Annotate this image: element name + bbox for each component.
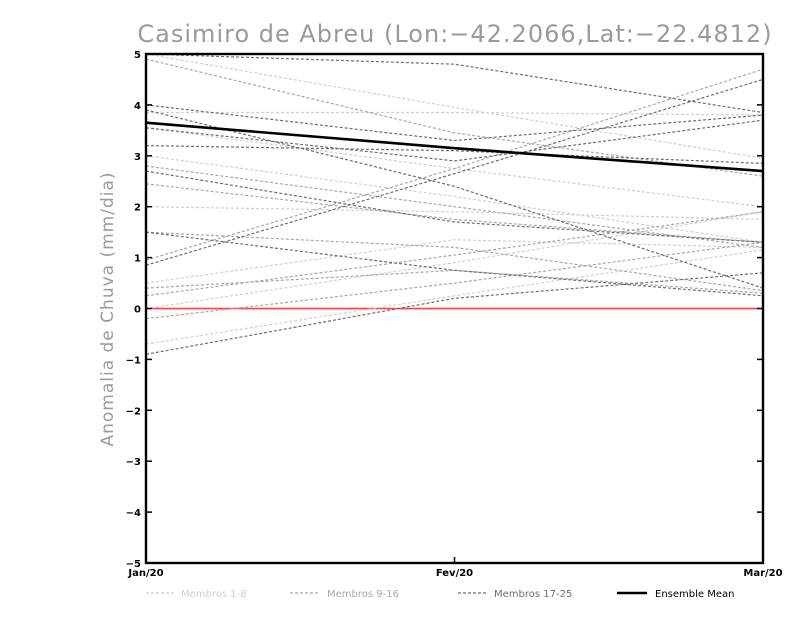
series-line-group-3-member-4 <box>146 78 763 266</box>
series-line-group-1-member-1 <box>146 54 763 159</box>
legend-label-3: Membros 17-25 <box>494 589 572 600</box>
series-line-group-1-member-6 <box>146 211 763 310</box>
series-line-group-2-member-2 <box>146 183 763 243</box>
y-tick-label: −5 <box>126 559 141 570</box>
legend-label-4: Ensemble Mean <box>655 589 734 600</box>
series-line-group-3-member-8 <box>146 170 763 243</box>
series-line-group-1-member-3 <box>146 155 763 243</box>
series-line-group-2-member-3 <box>146 68 763 261</box>
x-tick-label: Jan/20 <box>127 568 163 579</box>
legend-label-1: Membros 1-8 <box>181 589 247 600</box>
y-tick-label: −3 <box>126 457 141 468</box>
series-line-group-1-member-4 <box>146 239 763 284</box>
series-line-group-3-member-1 <box>146 104 763 142</box>
plot-area <box>146 54 763 355</box>
series-line-group-2-member-5 <box>146 241 763 320</box>
y-axis-label: Anomalia de Chuva (mm/dia) <box>98 171 118 446</box>
x-tick-label: Fev/20 <box>436 568 473 579</box>
series-line-group-1-member-7 <box>146 206 763 221</box>
y-tick-label: −2 <box>126 406 141 417</box>
series-line-group-1-member-2 <box>146 111 763 116</box>
series-line-group-3-member-2 <box>146 119 763 162</box>
series-line-group-3-member-9 <box>146 54 763 114</box>
series-line-group-2-member-8 <box>146 165 763 249</box>
legend: Membros 1-8 Membros 9-16 Membros 17-25 Ense… <box>146 589 734 600</box>
y-tick-label: −1 <box>126 355 141 366</box>
series-line-group-2-member-7 <box>146 211 763 297</box>
y-tick-label: 1 <box>134 254 141 265</box>
y-tick-label: 2 <box>134 203 141 214</box>
ensemble-mean-line <box>146 121 763 173</box>
series-line-group-2-member-1 <box>146 58 763 177</box>
chart-title: Casimiro de Abreu (Lon:−42.2066,Lat:−22.… <box>137 20 772 48</box>
series-line-group-3-member-6 <box>146 231 763 297</box>
series-line-group-2-member-4 <box>146 269 763 294</box>
series-line-group-1-member-8 <box>146 127 763 208</box>
series-line-group-2-member-6 <box>146 231 763 292</box>
x-tick-label: Mar/20 <box>743 568 782 579</box>
y-tick-label: 5 <box>134 50 141 61</box>
series-line-group-3-member-5 <box>146 272 763 355</box>
legend-label-2: Membros 9-16 <box>327 589 399 600</box>
y-tick-label: 3 <box>134 152 141 163</box>
series-line-group-1-member-5 <box>146 249 763 345</box>
y-tick-label: 4 <box>134 101 141 112</box>
series-line-group-3-member-7 <box>146 109 763 289</box>
y-tick-label: −4 <box>126 508 141 519</box>
y-tick-label: 0 <box>134 305 141 316</box>
series-line-group-3-member-3 <box>146 145 763 165</box>
